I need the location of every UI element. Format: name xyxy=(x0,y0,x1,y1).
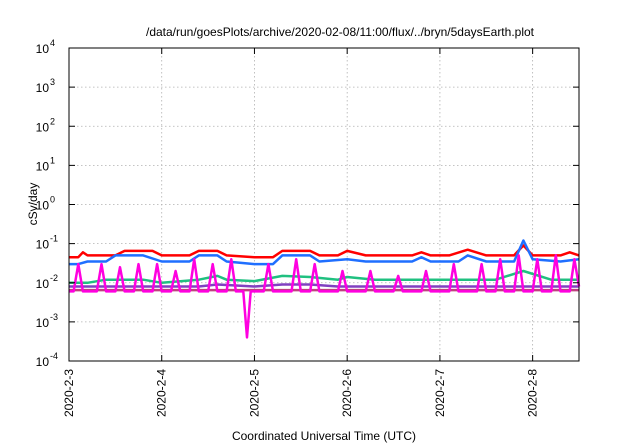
x-axis-ticks: 2020-2-3 2020-2-4 2020-2-5 2020-2-6 2020-2-7… xyxy=(62,48,540,417)
chart-title: /data/run/goesPlots/archive/2020-02-08/1… xyxy=(146,25,535,39)
series-line xyxy=(69,244,580,259)
y-tick-exponent: -1 xyxy=(50,234,58,244)
y-axis-label: cSv/day xyxy=(26,183,40,226)
x-axis-label: Coordinated Universal Time (UTC) xyxy=(232,429,416,443)
y-tick-label: 10 xyxy=(36,42,50,56)
x-tick-label: 2020-2-5 xyxy=(247,369,261,417)
x-tick-label: 2020-2-3 xyxy=(62,369,76,417)
y-tick-label: 10 xyxy=(36,277,50,291)
y-tick-label: 10 xyxy=(36,199,50,213)
series-line xyxy=(69,283,579,288)
y-tick-exponent: -3 xyxy=(50,312,58,322)
y-tick-label: 10 xyxy=(36,120,50,134)
x-tick-label: 2020-2-6 xyxy=(340,369,354,417)
y-tick-exponent: -4 xyxy=(50,351,58,361)
y-tick-exponent: 1 xyxy=(50,155,55,165)
y-tick-label: 10 xyxy=(36,316,50,330)
y-tick-label: 10 xyxy=(36,355,50,369)
y-tick-exponent: 3 xyxy=(50,77,55,87)
y-tick-exponent: 0 xyxy=(50,195,55,205)
y-tick-label: 10 xyxy=(36,159,50,173)
y-tick-exponent: -2 xyxy=(50,273,58,283)
series-line xyxy=(69,269,579,285)
x-tick-label: 2020-2-7 xyxy=(433,369,447,417)
x-tick-label: 2020-2-4 xyxy=(155,369,169,417)
x-tick-label: 2020-2-8 xyxy=(526,369,540,417)
grid xyxy=(69,48,579,361)
y-tick-exponent: 4 xyxy=(50,38,55,48)
y-tick-label: 10 xyxy=(36,238,50,252)
y-tick-label: 10 xyxy=(36,81,50,95)
series-line xyxy=(69,239,580,266)
y-tick-exponent: 2 xyxy=(50,116,55,126)
series-line xyxy=(69,254,581,339)
series-group xyxy=(69,239,581,339)
